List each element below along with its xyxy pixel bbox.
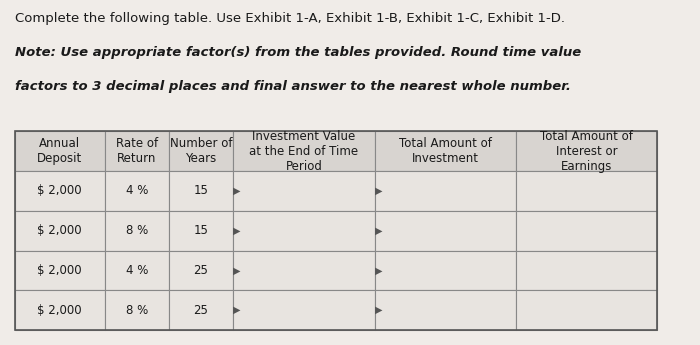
Text: Complete the following table. Use Exhibit 1-A, Exhibit 1-B, Exhibit 1-C, Exhibit: Complete the following table. Use Exhibi…: [15, 12, 565, 24]
Text: $ 2,000: $ 2,000: [37, 304, 82, 317]
Text: $ 2,000: $ 2,000: [37, 185, 82, 197]
Text: Investment Value
at the End of Time
Period: Investment Value at the End of Time Peri…: [249, 130, 358, 173]
FancyBboxPatch shape: [15, 290, 104, 330]
Text: 8 %: 8 %: [125, 304, 148, 317]
Text: ▶: ▶: [233, 186, 241, 196]
FancyBboxPatch shape: [374, 211, 516, 250]
FancyBboxPatch shape: [233, 171, 374, 211]
Text: 4 %: 4 %: [125, 185, 148, 197]
Text: Total Amount of
Investment: Total Amount of Investment: [399, 137, 491, 165]
Text: Total Amount of
Interest or
Earnings: Total Amount of Interest or Earnings: [540, 130, 633, 173]
Text: ▶: ▶: [233, 265, 241, 275]
Text: ▶: ▶: [374, 265, 382, 275]
FancyBboxPatch shape: [233, 250, 374, 290]
Text: Rate of
Return: Rate of Return: [116, 137, 158, 165]
FancyBboxPatch shape: [516, 171, 657, 211]
FancyBboxPatch shape: [516, 131, 657, 171]
Text: factors to 3 decimal places and final answer to the nearest whole number.: factors to 3 decimal places and final an…: [15, 80, 570, 93]
FancyBboxPatch shape: [169, 171, 233, 211]
FancyBboxPatch shape: [104, 131, 169, 171]
FancyBboxPatch shape: [169, 211, 233, 250]
Text: 4 %: 4 %: [125, 264, 148, 277]
FancyBboxPatch shape: [233, 131, 374, 171]
FancyBboxPatch shape: [516, 211, 657, 250]
FancyBboxPatch shape: [15, 131, 104, 171]
Text: 25: 25: [194, 264, 209, 277]
Text: 25: 25: [194, 304, 209, 317]
Text: $ 2,000: $ 2,000: [37, 264, 82, 277]
FancyBboxPatch shape: [169, 131, 233, 171]
Text: 8 %: 8 %: [125, 224, 148, 237]
Text: Number of
Years: Number of Years: [170, 137, 232, 165]
FancyBboxPatch shape: [15, 171, 104, 211]
FancyBboxPatch shape: [15, 211, 104, 250]
Text: ▶: ▶: [374, 305, 382, 315]
FancyBboxPatch shape: [15, 250, 104, 290]
Text: Annual
Deposit: Annual Deposit: [37, 137, 83, 165]
Text: ▶: ▶: [374, 186, 382, 196]
Text: 15: 15: [194, 224, 209, 237]
Text: ▶: ▶: [233, 305, 241, 315]
FancyBboxPatch shape: [374, 131, 516, 171]
Text: ▶: ▶: [233, 226, 241, 236]
FancyBboxPatch shape: [516, 290, 657, 330]
FancyBboxPatch shape: [104, 290, 169, 330]
FancyBboxPatch shape: [233, 211, 374, 250]
FancyBboxPatch shape: [169, 250, 233, 290]
Text: 15: 15: [194, 185, 209, 197]
FancyBboxPatch shape: [233, 290, 374, 330]
FancyBboxPatch shape: [169, 290, 233, 330]
FancyBboxPatch shape: [104, 211, 169, 250]
Text: ▶: ▶: [374, 226, 382, 236]
FancyBboxPatch shape: [516, 250, 657, 290]
Text: Note: Use appropriate factor(s) from the tables provided. Round time value: Note: Use appropriate factor(s) from the…: [15, 46, 581, 59]
FancyBboxPatch shape: [374, 250, 516, 290]
FancyBboxPatch shape: [374, 171, 516, 211]
FancyBboxPatch shape: [104, 171, 169, 211]
Text: $ 2,000: $ 2,000: [37, 224, 82, 237]
FancyBboxPatch shape: [104, 250, 169, 290]
FancyBboxPatch shape: [374, 290, 516, 330]
